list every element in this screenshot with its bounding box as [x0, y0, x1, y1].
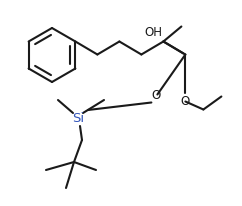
- Text: Si: Si: [72, 111, 84, 124]
- Text: OH: OH: [144, 26, 162, 39]
- Text: O: O: [152, 89, 161, 102]
- Text: O: O: [181, 95, 190, 108]
